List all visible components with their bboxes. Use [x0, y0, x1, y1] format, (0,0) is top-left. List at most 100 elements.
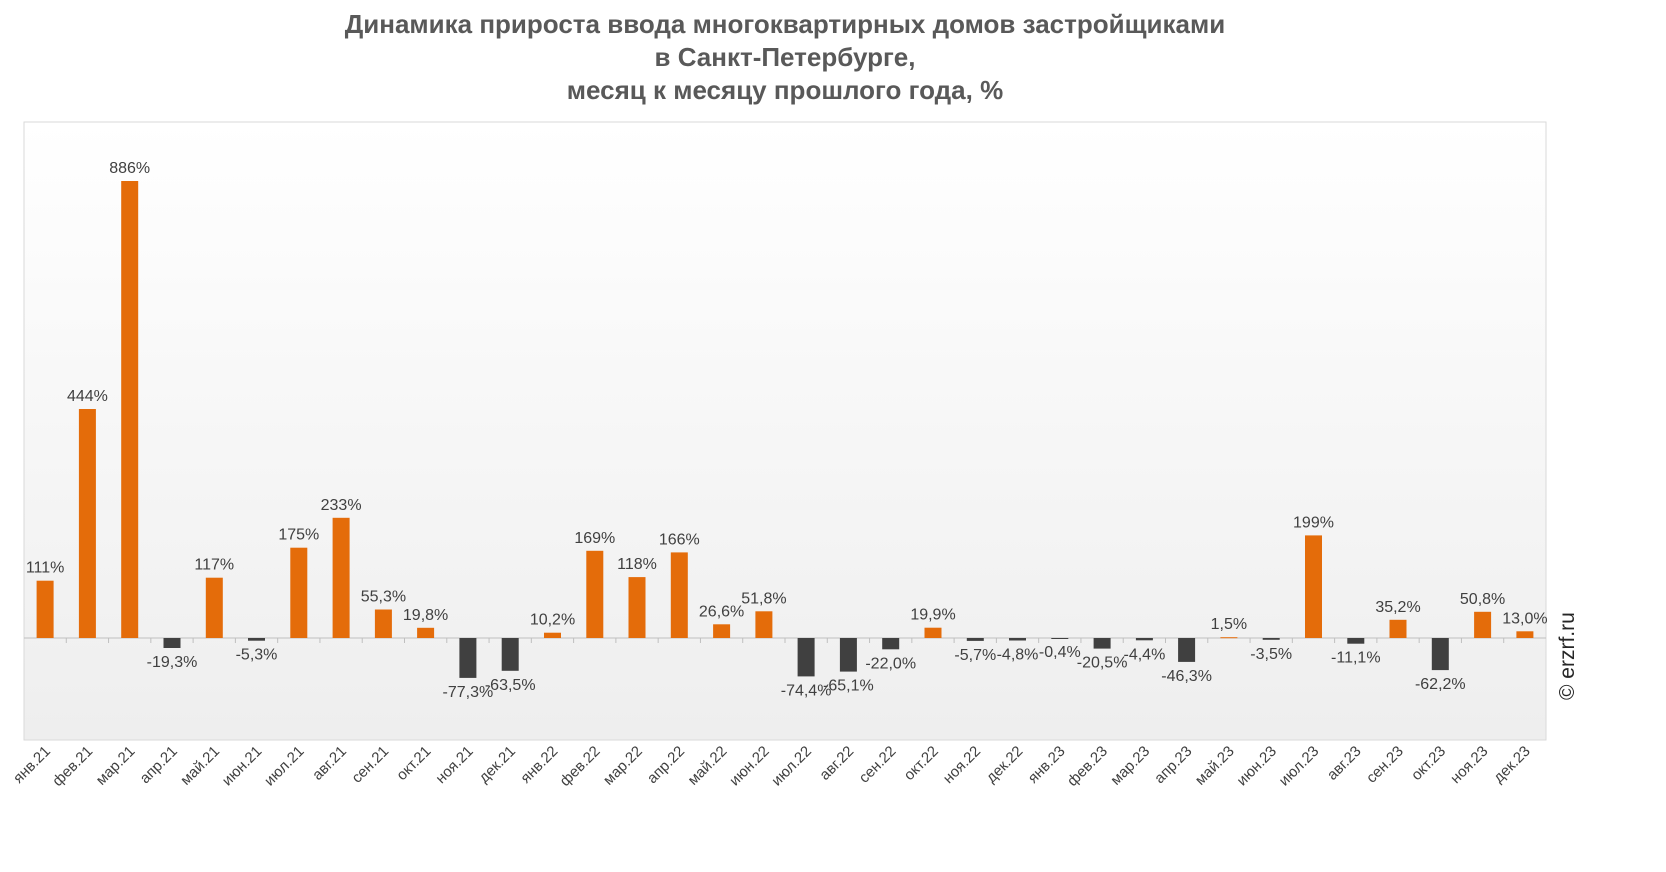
data-label: 117% — [194, 557, 234, 574]
x-tick-label: фев.23 — [1064, 743, 1111, 790]
bar-апр.22 — [670, 552, 688, 638]
x-tick-label: фев.22 — [557, 743, 604, 790]
x-tick-label: июл.22 — [768, 743, 815, 790]
bar-мар.22 — [628, 577, 646, 638]
x-tick-label: окт.23 — [1408, 743, 1449, 784]
x-tick-label: окт.22 — [901, 743, 942, 784]
x-tick-label: июл.21 — [261, 743, 308, 790]
data-label: -4,8% — [997, 647, 1039, 664]
x-tick-label: ноя.21 — [432, 743, 476, 787]
bar-авг.22 — [839, 638, 857, 672]
x-tick-label: сен.21 — [348, 743, 392, 787]
x-tick-label: апр.23 — [1151, 743, 1195, 787]
data-label: 118% — [617, 556, 657, 573]
data-label: 199% — [1293, 514, 1334, 531]
watermark: © erzrf.ru — [1556, 612, 1579, 700]
bar-дек.22 — [1009, 638, 1026, 641]
data-label: 886% — [109, 160, 150, 177]
chart-title: Динамика прироста ввода многоквартирных … — [0, 8, 1570, 107]
bar-мар.21 — [121, 181, 139, 638]
x-tick-label: май.23 — [1192, 743, 1238, 789]
data-label: 19,8% — [403, 607, 448, 624]
bar-янв.22 — [544, 632, 561, 638]
x-tick-label: дек.22 — [983, 743, 1026, 786]
bar-май.21 — [205, 577, 223, 638]
data-label: -5,7% — [954, 647, 996, 664]
data-label: -46,3% — [1161, 668, 1212, 685]
bar-фев.21 — [78, 409, 96, 638]
bar-дек.23 — [1516, 631, 1534, 638]
data-label: -77,3% — [443, 684, 494, 701]
x-tick-label: янв.22 — [517, 743, 561, 787]
data-label: -0,4% — [1039, 644, 1081, 661]
data-label: -11,1% — [1331, 650, 1381, 667]
x-tick-label: июн.22 — [726, 743, 773, 790]
bar-апр.21 — [163, 638, 181, 648]
x-tick-label: авг.23 — [1324, 743, 1365, 784]
data-label: 26,6% — [699, 603, 744, 620]
data-label: 35,2% — [1375, 599, 1420, 616]
data-label: 55,3% — [361, 589, 406, 606]
data-labels: 111% 444% 886% -19,3% 117% -5,3% 175%233% 55,3%… — [26, 160, 1548, 701]
data-label: 444% — [67, 388, 108, 405]
x-tick-label: ноя.22 — [940, 743, 984, 787]
bar-мар.23 — [1135, 638, 1153, 641]
data-label: 175% — [278, 527, 319, 544]
chart-title-line-1: Динамика прироста ввода многоквартирных … — [344, 9, 1226, 39]
data-label: 10,2% — [530, 612, 575, 629]
data-label: 111% — [26, 560, 65, 577]
x-tick-label: янв.23 — [1025, 743, 1069, 787]
x-tick-label: фев.21 — [49, 743, 96, 790]
x-tick-label: дек.21 — [476, 743, 519, 786]
bar-ноя.23 — [1474, 611, 1492, 638]
bar-июл.21 — [290, 547, 308, 638]
x-tick-label: авг.21 — [309, 743, 350, 784]
x-tick-label: мар.21 — [93, 743, 139, 789]
x-tick-label: авг.22 — [816, 743, 857, 784]
x-tick-label: мар.22 — [600, 743, 646, 789]
bar-ноя.21 — [459, 638, 477, 678]
data-label: 233% — [321, 497, 362, 514]
plot-area — [23, 121, 1547, 741]
bar-июн.22 — [755, 611, 773, 638]
bar-апр.23 — [1178, 638, 1196, 662]
bar-июл.23 — [1305, 535, 1322, 638]
data-label: 50,8% — [1460, 591, 1505, 608]
x-tick-label: мар.23 — [1107, 743, 1153, 789]
x-tick-labels: янв.21фев.21мар.21апр.21май.21июн.21июл.… — [10, 743, 1534, 790]
bar-фев.22 — [586, 550, 604, 638]
data-label: -22,0% — [865, 655, 916, 672]
bar-сен.22 — [882, 638, 900, 650]
bar-июл.22 — [797, 638, 815, 677]
bar-окт.21 — [417, 627, 435, 638]
x-axis — [24, 637, 1546, 643]
bar-ноя.22 — [966, 638, 984, 641]
x-tick-label: апр.22 — [644, 743, 688, 787]
data-label: 166% — [659, 531, 700, 548]
chart-title-line-3: месяц к месяцу прошлого года, % — [566, 75, 1004, 105]
data-label: -19,3% — [147, 654, 198, 671]
x-tick-label: июн.21 — [219, 743, 266, 790]
bar-янв.23 — [1051, 638, 1069, 639]
data-label: -62,2% — [1415, 676, 1466, 693]
data-label: 51,8% — [741, 590, 786, 607]
data-label: 1,5% — [1211, 616, 1247, 633]
x-tick-label: сен.23 — [1363, 743, 1407, 787]
bar-май.23 — [1220, 637, 1238, 639]
x-tick-label: апр.21 — [137, 743, 181, 787]
bar-дек.21 — [501, 638, 519, 671]
bar-июн.21 — [248, 638, 265, 641]
x-tick-label: ноя.23 — [1447, 743, 1491, 787]
x-tick-label: май.22 — [685, 743, 731, 789]
x-tick-label: янв.21 — [10, 743, 54, 787]
bar-окт.22 — [924, 627, 942, 638]
bar-июн.23 — [1262, 638, 1280, 640]
bars — [36, 181, 1534, 678]
data-label: 169% — [574, 530, 615, 547]
bar-сен.23 — [1389, 619, 1407, 638]
x-tick-label: июл.23 — [1276, 743, 1323, 790]
x-tick-label: июн.23 — [1234, 743, 1281, 790]
data-label: -4,4% — [1124, 646, 1166, 663]
bar-май.22 — [713, 624, 731, 638]
